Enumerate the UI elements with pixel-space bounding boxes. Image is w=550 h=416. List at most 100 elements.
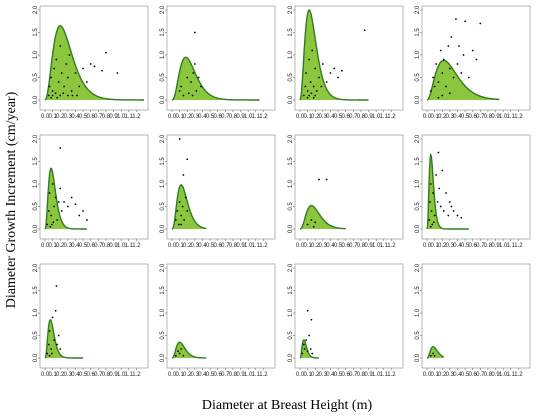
data-point — [46, 352, 49, 355]
data-point — [66, 205, 69, 208]
x-tick-label: 0.7 — [94, 114, 103, 120]
data-point — [452, 210, 455, 212]
x-tick-label: 0.6 — [87, 114, 96, 120]
panel-frame — [166, 134, 276, 240]
data-point — [460, 72, 463, 74]
y-tick-label: 2.0 — [288, 263, 294, 272]
x-tick-label: 0.3 — [191, 243, 200, 249]
x-tick-label: 1.1 — [252, 372, 261, 378]
data-point — [53, 205, 56, 208]
data-point — [53, 339, 56, 341]
data-point — [429, 201, 431, 203]
x-tick-label: 0.1 — [175, 243, 184, 249]
data-point — [318, 178, 320, 181]
data-point — [56, 219, 59, 221]
x-tick-label: 0.2 — [311, 114, 320, 120]
x-tick-label: 0.1 — [430, 243, 439, 249]
x-tick-label: 0.1 — [303, 114, 312, 120]
x-tick-label: 0.4 — [71, 114, 80, 120]
data-point — [192, 72, 195, 74]
data-point — [435, 63, 438, 65]
y-tick-label: 0.0 — [160, 224, 166, 233]
panel-frame — [39, 263, 149, 369]
growth-curve — [44, 24, 144, 101]
x-tick-label: 0.2 — [183, 114, 192, 120]
y-tick-label: 1.5 — [288, 286, 294, 295]
x-tick-label: 0.8 — [484, 243, 493, 249]
x-tick-label: 0.7 — [221, 114, 230, 120]
data-point — [429, 354, 432, 357]
x-tick-label: 1.1 — [380, 372, 389, 378]
data-point — [306, 309, 309, 312]
x-tick-label: 1.0 — [499, 114, 508, 120]
data-point — [82, 210, 84, 212]
data-point — [430, 210, 433, 212]
data-point — [471, 49, 474, 52]
x-tick-label: 0.8 — [102, 243, 111, 249]
data-point — [182, 174, 185, 176]
panel-frame — [166, 263, 276, 369]
data-point — [442, 210, 445, 212]
x-tick-label: 0.5 — [206, 243, 215, 249]
y-tick-label: 1.0 — [33, 50, 39, 59]
x-tick-label: 0.9 — [491, 114, 500, 120]
y-tick-label: 1.5 — [33, 286, 39, 295]
x-tick-label: 0.1 — [175, 372, 184, 378]
data-point — [439, 205, 442, 208]
data-point — [442, 58, 445, 61]
data-point — [462, 54, 465, 56]
data-point — [59, 187, 62, 190]
data-point — [445, 192, 447, 194]
data-point — [314, 94, 317, 97]
data-point — [325, 81, 328, 83]
x-tick-label: 0.4 — [71, 372, 80, 378]
data-point — [363, 29, 366, 32]
data-point — [310, 318, 313, 321]
x-tick-label: 1.1 — [125, 372, 134, 378]
x-tick-label: 0.8 — [484, 114, 493, 120]
data-point — [54, 92, 57, 95]
x-tick-label: 0.7 — [349, 114, 358, 120]
x-tick-label: 1.0 — [117, 372, 126, 378]
x-tick-label: 0.7 — [94, 243, 103, 249]
panel-frame — [421, 5, 531, 111]
x-tick-label: 0.7 — [221, 372, 230, 378]
data-point — [200, 85, 202, 88]
x-tick-label: 0.8 — [357, 114, 366, 120]
panel-8: 0.00.51.01.52.00.0 0.1 0.2 0.3 0.4 0.5 0.6 0.7 0… — [415, 134, 531, 249]
y-tick-label: 0.0 — [33, 224, 39, 233]
x-tick-label: 0.2 — [56, 372, 65, 378]
data-point — [180, 85, 183, 88]
x-tick-label: 0.3 — [446, 114, 455, 120]
x-tick-label: 0.5 — [334, 372, 343, 378]
data-point — [50, 352, 53, 355]
y-tick-label: 2.0 — [33, 263, 39, 272]
data-point — [186, 210, 189, 212]
data-point — [53, 67, 56, 70]
data-point — [306, 350, 309, 353]
data-point — [310, 92, 313, 95]
growth-curve — [299, 204, 346, 230]
x-tick-label: 0.3 — [319, 114, 328, 120]
x-tick-label: 1.2 — [514, 243, 523, 249]
data-point — [437, 81, 440, 83]
data-point — [460, 216, 463, 219]
data-point — [318, 76, 320, 79]
data-point — [452, 76, 455, 79]
x-tick-label: 0.0 — [423, 372, 432, 378]
data-point — [320, 85, 323, 88]
x-tick-label: 1.0 — [244, 114, 253, 120]
data-point — [445, 85, 447, 88]
growth-area — [300, 10, 369, 100]
data-point — [62, 92, 65, 95]
data-point — [178, 138, 181, 140]
y-tick-label: 1.0 — [288, 179, 294, 188]
y-tick-label: 0.5 — [288, 73, 294, 82]
data-point — [333, 67, 336, 70]
data-point — [437, 151, 440, 154]
x-tick-label: 0.5 — [206, 114, 215, 120]
data-point — [59, 348, 62, 350]
y-tick-label: 0.0 — [288, 353, 294, 362]
panel-frame — [39, 5, 149, 111]
